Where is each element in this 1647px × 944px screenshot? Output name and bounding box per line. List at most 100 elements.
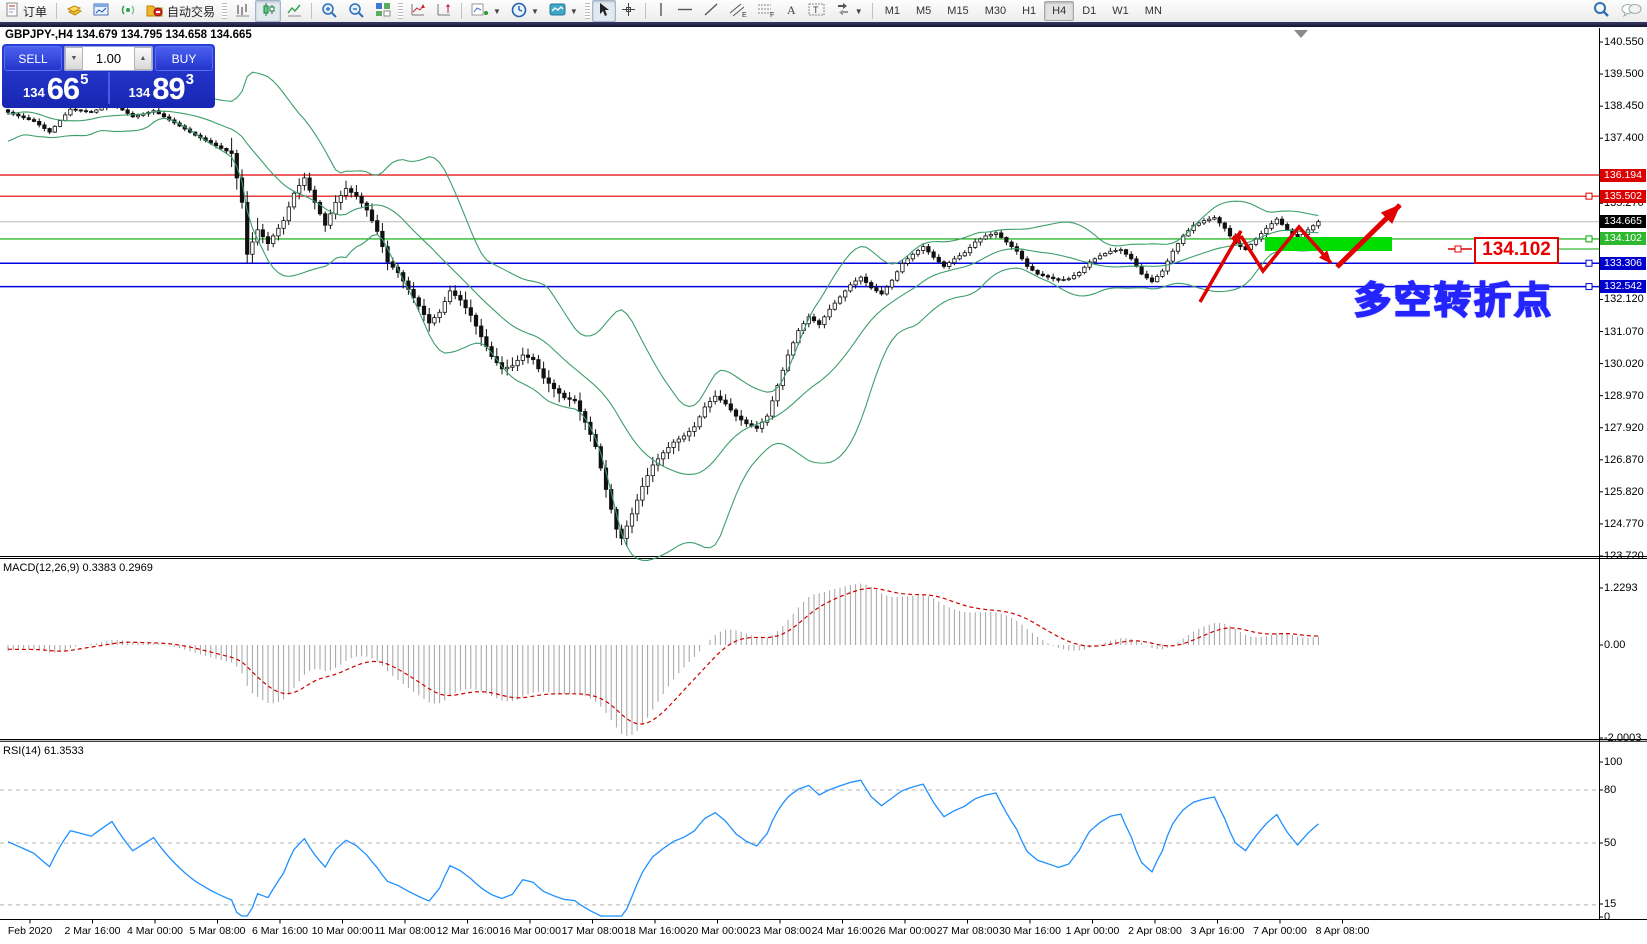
time-label: 4 Mar 00:00 bbox=[126, 925, 184, 937]
search-button[interactable] bbox=[1587, 0, 1615, 22]
channel-button[interactable]: E bbox=[724, 0, 752, 22]
timeframe-button-mn[interactable]: MN bbox=[1144, 5, 1162, 17]
time-axis-ticks bbox=[29, 919, 1343, 924]
time-label: 26 Mar 00:00 bbox=[874, 925, 936, 937]
price-badge-134.102: 134.102 bbox=[1600, 232, 1646, 246]
timeframe-button-m30[interactable]: M30 bbox=[984, 5, 1007, 17]
toolbar-grip bbox=[222, 3, 228, 19]
timeframe-button-w1[interactable]: W1 bbox=[1112, 5, 1129, 17]
shapes-button[interactable]: ▼ bbox=[830, 0, 868, 22]
cursor-icon bbox=[597, 2, 611, 20]
zoom-out-button[interactable] bbox=[343, 0, 370, 22]
price-target-label[interactable]: 134.102 bbox=[1474, 237, 1559, 264]
chart-stack-button[interactable] bbox=[61, 0, 88, 22]
price-badge-134.665: 134.665 bbox=[1600, 215, 1646, 229]
trade-levels-button[interactable] bbox=[405, 0, 431, 22]
autotrade-button[interactable]: 自动交易 bbox=[141, 0, 220, 22]
time-label: 3 Apr 16:00 bbox=[1190, 925, 1245, 937]
price-tick-label: 140.550 bbox=[1604, 36, 1644, 48]
cursor-button[interactable] bbox=[591, 0, 616, 22]
volume-decrease-button[interactable]: ▼ bbox=[65, 47, 83, 70]
crosshair-button[interactable] bbox=[616, 0, 641, 22]
buy-button[interactable]: BUY bbox=[155, 46, 213, 71]
sell-price-point: 5 bbox=[80, 71, 89, 88]
timeframe-button-m5[interactable]: M5 bbox=[916, 5, 932, 17]
toolbar-grip bbox=[584, 3, 590, 19]
timeframe-button-m15[interactable]: M15 bbox=[947, 5, 969, 17]
fibonacci-icon: F bbox=[757, 2, 775, 21]
time-label: 8 Apr 08:00 bbox=[1315, 925, 1370, 937]
bar-chart-button[interactable] bbox=[229, 0, 255, 22]
timeframe-button-m1[interactable]: M1 bbox=[884, 5, 900, 17]
channel-icon: E bbox=[729, 2, 747, 21]
trendline-button[interactable] bbox=[698, 0, 724, 22]
time-label: 10 Mar 00:00 bbox=[311, 925, 374, 937]
horizontal-line-icon bbox=[677, 2, 693, 20]
rsi-axis-label: 15 bbox=[1604, 898, 1617, 910]
new-order-button[interactable]: 订单 bbox=[0, 0, 52, 22]
tile-windows-button[interactable] bbox=[370, 0, 396, 22]
volume-stepper: ▼ 1.00 ▲ bbox=[64, 46, 153, 71]
text-label-button[interactable]: T bbox=[803, 0, 830, 22]
macd-axis-label: 0.00 bbox=[1604, 639, 1626, 651]
volume-increase-button[interactable]: ▲ bbox=[134, 47, 152, 70]
add-indicator-button[interactable]: ▼ bbox=[466, 0, 506, 22]
autotrade-icon bbox=[146, 2, 164, 20]
horizontal-line-button[interactable] bbox=[672, 0, 698, 22]
trend-arrows bbox=[1198, 203, 1599, 303]
timeframe-button-h4[interactable]: H4 bbox=[1044, 1, 1075, 21]
bar-chart-icon bbox=[234, 2, 250, 20]
time-label: Feb 2020 bbox=[7, 925, 53, 937]
chart-shift-button[interactable] bbox=[431, 0, 457, 22]
line-chart-button[interactable] bbox=[281, 0, 307, 22]
vertical-line-button[interactable] bbox=[650, 0, 672, 22]
zoom-out-icon bbox=[348, 2, 365, 21]
templates-button[interactable]: ▼ bbox=[544, 0, 583, 22]
price-tick-label: 124.770 bbox=[1604, 517, 1644, 530]
signal-icon bbox=[120, 2, 136, 20]
volume-value[interactable]: 1.00 bbox=[95, 51, 122, 66]
timeframe-button-d1[interactable]: D1 bbox=[1082, 5, 1097, 17]
time-label: 30 Mar 16:00 bbox=[999, 925, 1061, 937]
candlestick-button[interactable] bbox=[255, 0, 282, 22]
periods-button[interactable]: ▼ bbox=[506, 0, 544, 22]
shapes-icon bbox=[835, 2, 851, 20]
rsi-axis-label: 100 bbox=[1604, 756, 1623, 768]
candles bbox=[5, 101, 1321, 547]
price-badge-132.542: 132.542 bbox=[1600, 280, 1646, 294]
time-label: 2 Apr 08:00 bbox=[1128, 925, 1182, 937]
price-tick-label: 139.500 bbox=[1604, 68, 1644, 81]
buy-price-pips: 89 bbox=[152, 71, 185, 106]
text-button[interactable]: A bbox=[780, 0, 803, 22]
zoom-in-button[interactable] bbox=[316, 0, 343, 22]
buy-price-big-figure: 134 bbox=[128, 85, 151, 100]
price-badge-136.194: 136.194 bbox=[1600, 168, 1646, 182]
autotrade-label: 自动交易 bbox=[167, 4, 216, 19]
chart-window-icon bbox=[93, 2, 110, 20]
price-tick-label: 131.070 bbox=[1604, 325, 1644, 338]
sell-button[interactable]: SELL bbox=[4, 46, 62, 71]
time-label: 17 Mar 08:00 bbox=[561, 925, 624, 937]
chat-button[interactable] bbox=[1615, 0, 1647, 22]
price-badge-133.306: 133.306 bbox=[1600, 256, 1646, 270]
dropdown-arrow-icon: ▼ bbox=[493, 6, 501, 16]
buy-price[interactable]: 134 89 3 bbox=[110, 72, 214, 104]
dropdown-arrow-icon: ▼ bbox=[530, 6, 539, 16]
signal-button[interactable] bbox=[115, 0, 141, 22]
fibonacci-button[interactable]: F bbox=[752, 0, 780, 22]
one-click-trade-panel: SELL ▼ 1.00 ▲ BUY 134 66 5 134 89 3 bbox=[2, 44, 215, 108]
line-handles bbox=[1585, 192, 1593, 291]
timeframe-button-h1[interactable]: H1 bbox=[1022, 5, 1037, 17]
price-tick-label: 137.400 bbox=[1604, 132, 1644, 145]
new-order-label: 订单 bbox=[23, 4, 48, 19]
chart-window-button[interactable] bbox=[88, 0, 115, 22]
svg-text:F: F bbox=[770, 12, 774, 18]
price-tick-label: 123.720 bbox=[1604, 549, 1644, 562]
sell-price-pips: 66 bbox=[46, 71, 80, 106]
time-label: 7 Apr 00:00 bbox=[1253, 925, 1307, 937]
turning-point-annotation[interactable]: 多空转折点 bbox=[1353, 279, 1554, 322]
toolbar: 订单 自动交易 ▼ ▼ ▼ E F A T ▼ bbox=[0, 0, 1647, 23]
sell-price[interactable]: 134 66 5 bbox=[4, 72, 110, 104]
